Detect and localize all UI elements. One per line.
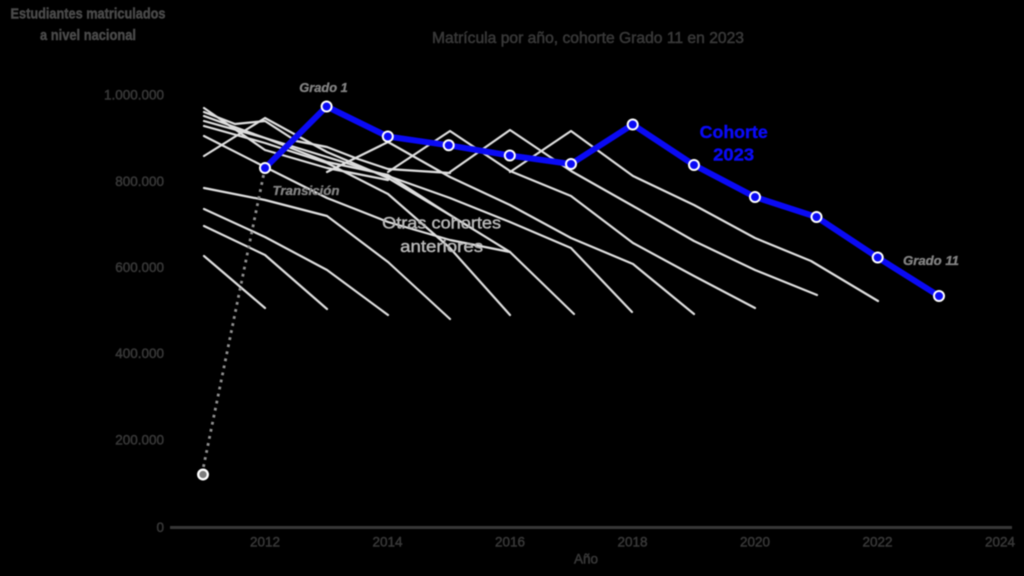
svg-text:Estudiantes matriculados: Estudiantes matriculados: [11, 6, 166, 23]
svg-text:Grado 1: Grado 1: [299, 81, 348, 95]
svg-text:anteriores: anteriores: [400, 237, 483, 256]
svg-text:2018: 2018: [617, 535, 647, 550]
svg-text:a nivel nacional: a nivel nacional: [40, 27, 136, 44]
svg-text:Cohorte: Cohorte: [700, 122, 768, 142]
svg-text:Matrícula por año, cohorte Gra: Matrícula por año, cohorte Grado 11 en 2…: [432, 30, 744, 47]
svg-text:2024: 2024: [985, 535, 1016, 550]
svg-text:2016: 2016: [495, 535, 525, 550]
svg-text:Grado 11: Grado 11: [903, 254, 959, 268]
svg-text:2022: 2022: [862, 535, 892, 550]
svg-text:600.000: 600.000: [115, 260, 164, 275]
svg-text:Año: Año: [574, 552, 598, 567]
svg-text:0: 0: [156, 520, 164, 535]
svg-text:2012: 2012: [250, 535, 280, 550]
svg-text:200.000: 200.000: [115, 433, 164, 448]
svg-text:2023: 2023: [713, 145, 754, 165]
svg-text:2020: 2020: [740, 535, 770, 550]
svg-text:Otras cohortes: Otras cohortes: [382, 214, 501, 233]
svg-text:800.000: 800.000: [115, 174, 164, 189]
svg-text:1.000.000: 1.000.000: [104, 88, 164, 103]
svg-text:2014: 2014: [372, 535, 403, 550]
svg-text:Transición: Transición: [273, 184, 340, 198]
svg-text:400.000: 400.000: [115, 346, 164, 361]
